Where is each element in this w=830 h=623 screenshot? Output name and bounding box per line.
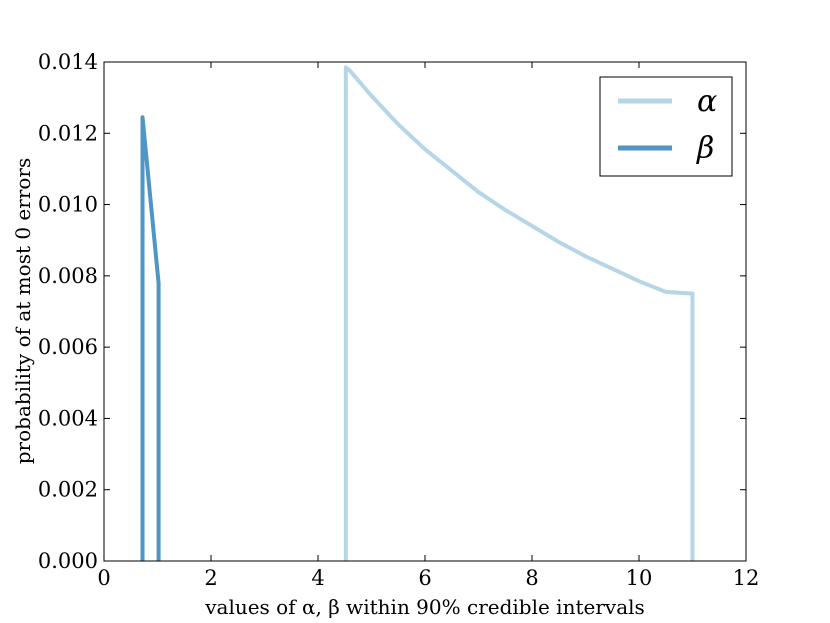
y-tick-label: 0.002 <box>38 478 98 502</box>
series-line-alpha <box>343 65 695 561</box>
x-tick-label: 4 <box>311 566 324 590</box>
series-line-beta <box>140 115 161 561</box>
x-tick-label: 0 <box>97 566 110 590</box>
y-axis-title: probability of at most 0 errors <box>11 158 35 465</box>
legend-label-beta: β <box>696 131 714 166</box>
y-tick-label: 0.014 <box>38 50 98 74</box>
x-tick-label: 6 <box>418 566 431 590</box>
y-tick-label: 0.008 <box>38 264 98 288</box>
y-tick-label: 0.012 <box>38 121 98 145</box>
y-tick-label: 0.006 <box>38 335 98 359</box>
legend-box <box>599 76 733 177</box>
x-tick-label: 12 <box>733 566 760 590</box>
legend: α β <box>599 76 733 177</box>
x-tick-label: 10 <box>626 566 653 590</box>
y-tick-label: 0.010 <box>38 193 98 217</box>
ticks-layer: 0 2 4 6 8 10 12 0.000 0.002 0.004 0.006 0.008 0.010 0… <box>38 50 759 590</box>
x-tick-label: 2 <box>204 566 217 590</box>
x-axis-title: values of α, β within 90% credible inter… <box>204 595 645 619</box>
series-layer <box>140 65 695 561</box>
x-tick-label: 8 <box>525 566 538 590</box>
y-tick-label: 0.004 <box>38 406 98 430</box>
y-tick-label: 0.000 <box>38 549 98 573</box>
legend-label-alpha: α <box>697 84 717 119</box>
